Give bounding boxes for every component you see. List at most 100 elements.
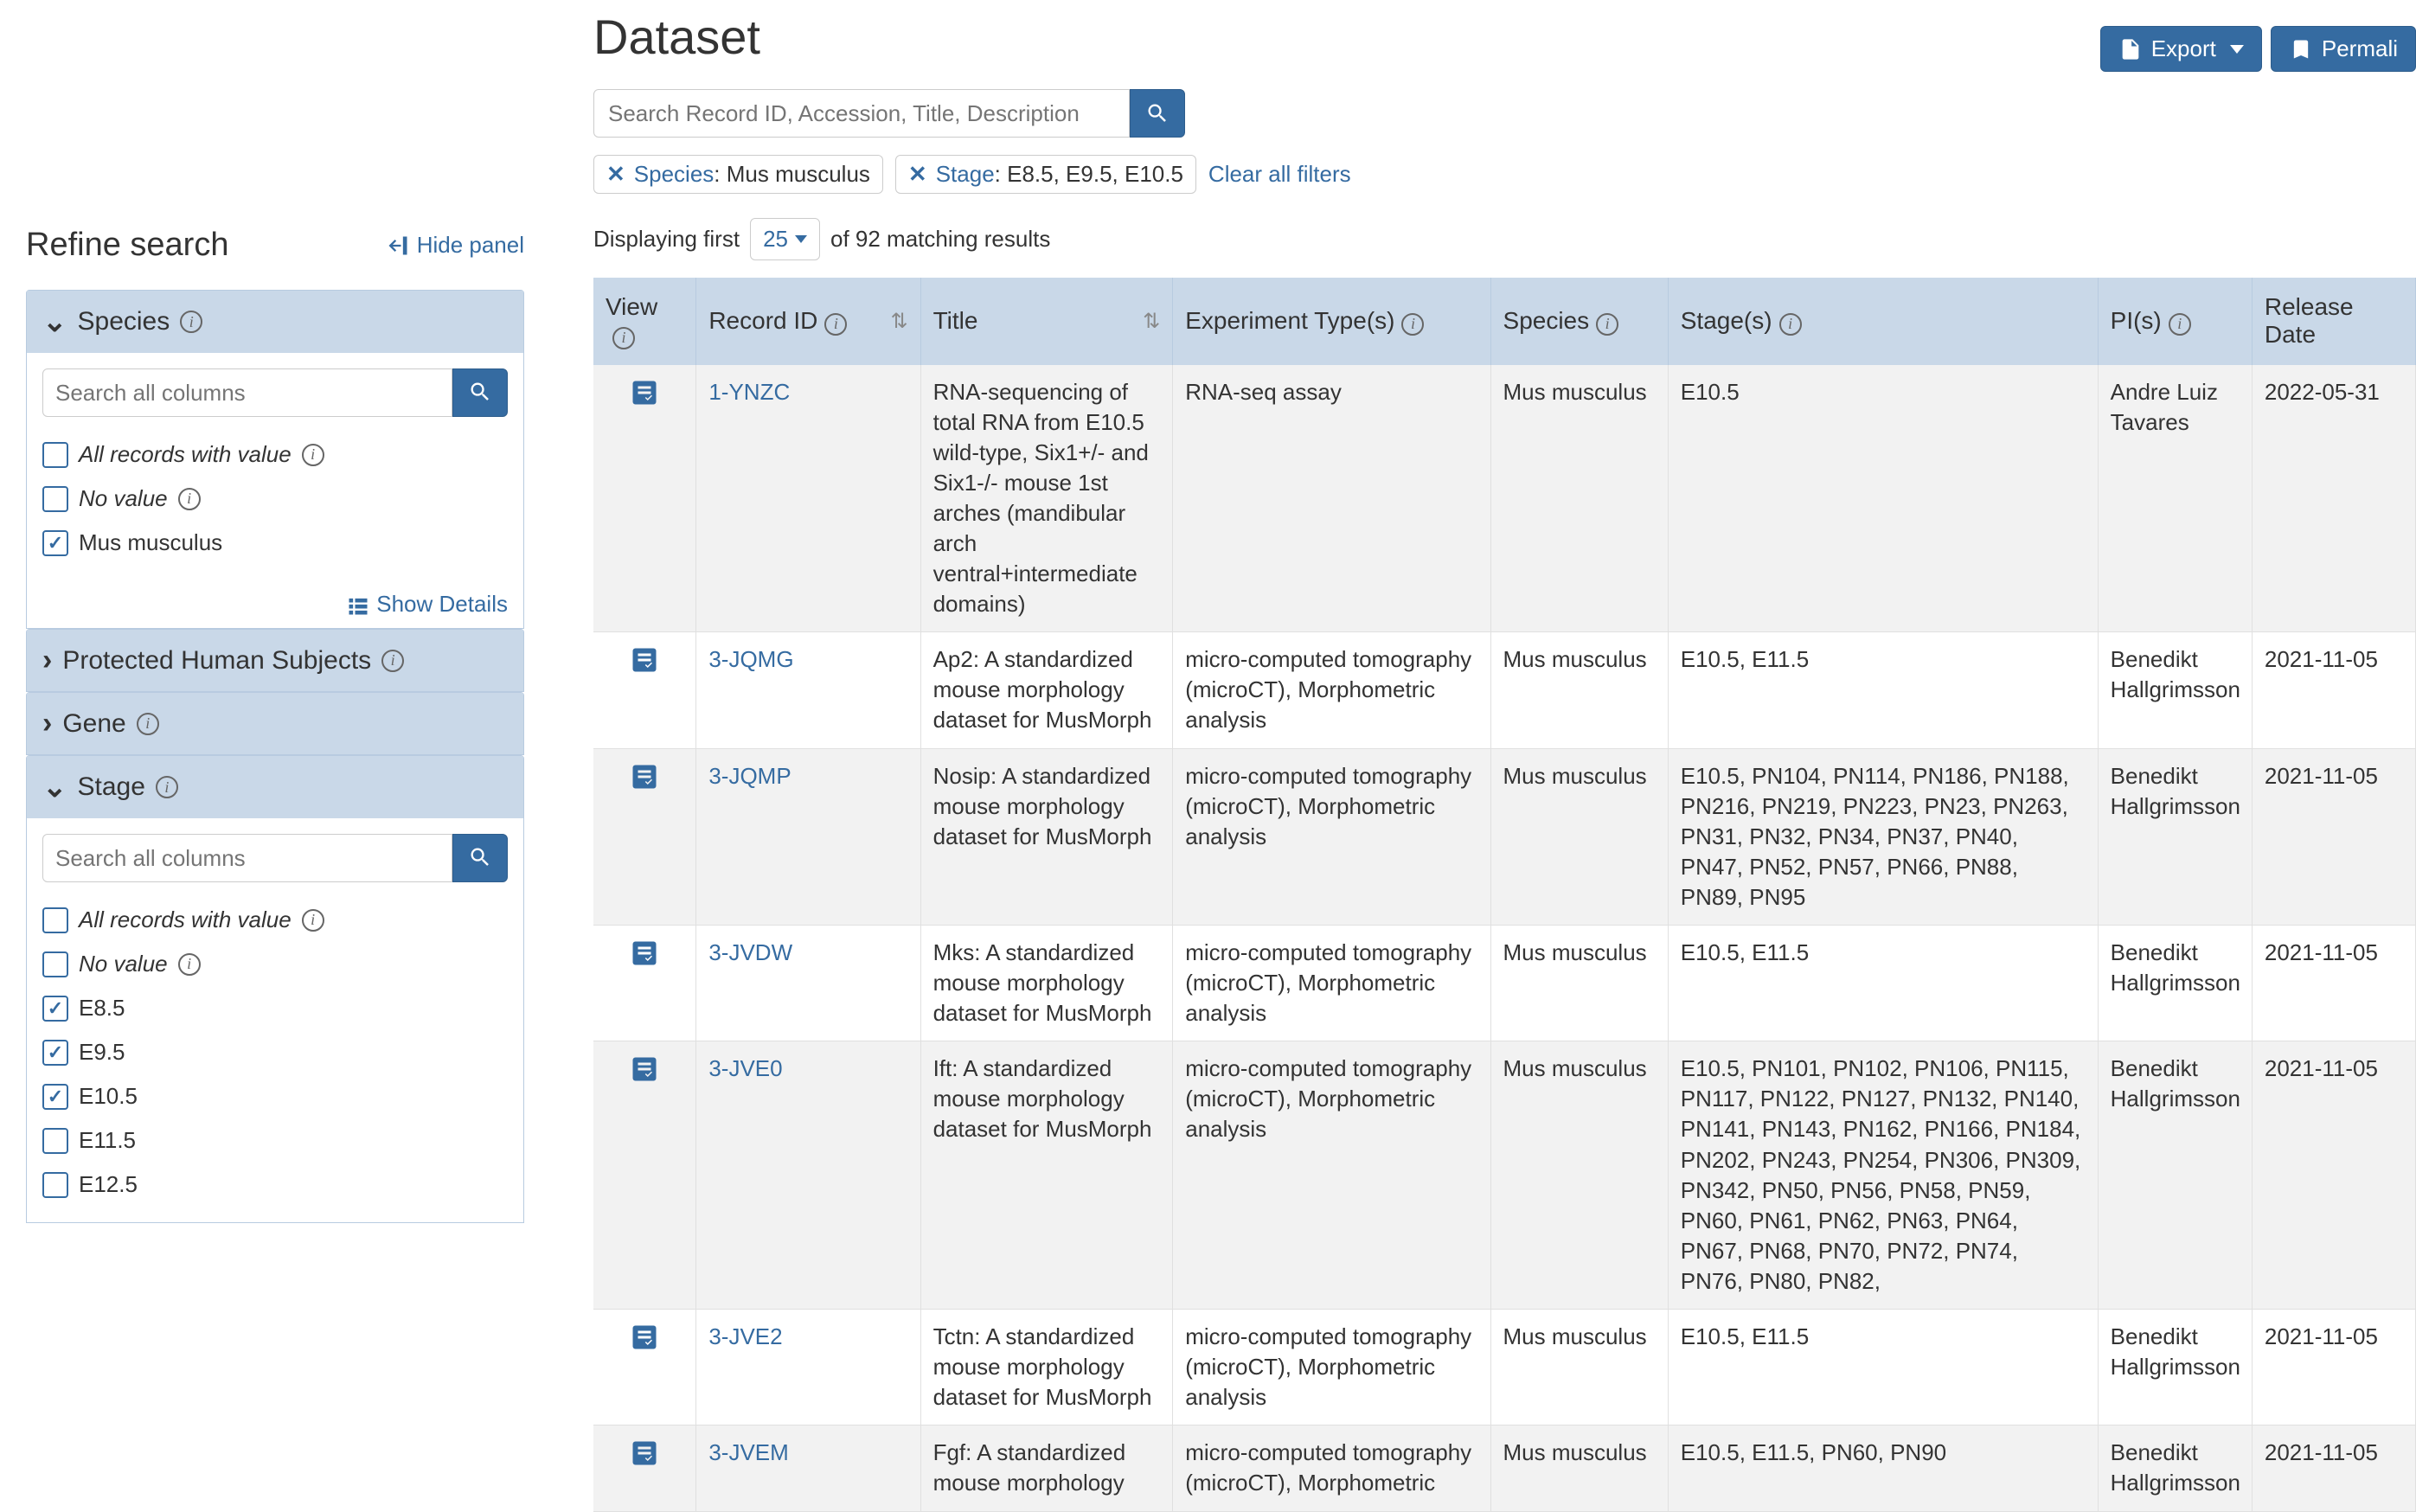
checkbox[interactable] (42, 442, 68, 468)
view-record-button[interactable] (629, 1322, 660, 1353)
cell-species: Mus musculus (1490, 365, 1668, 632)
bookmark-icon (2289, 37, 2313, 61)
facet-item-label: E9.5 (79, 1039, 125, 1066)
column-header[interactable]: Stage(s)i (1668, 278, 2098, 365)
checkbox[interactable] (42, 530, 68, 556)
facet-header[interactable]: ⌄Stagei (27, 756, 523, 818)
checkbox[interactable] (42, 951, 68, 977)
view-record-button[interactable] (629, 644, 660, 676)
facet-search-button[interactable] (452, 368, 508, 417)
clear-all-filters[interactable]: Clear all filters (1208, 161, 1351, 188)
facet-label: Protected Human Subjects (62, 646, 371, 676)
remove-filter-icon[interactable]: ✕ (606, 161, 625, 188)
column-label: Species (1503, 307, 1590, 334)
cell-pi: Benedikt Hallgrimsson (2098, 1041, 2252, 1310)
info-icon[interactable]: i (178, 953, 201, 976)
info-icon[interactable]: i (1596, 313, 1618, 336)
permalink-button[interactable]: Permali (2271, 26, 2416, 72)
column-label: Title (933, 307, 978, 334)
facet-item[interactable]: E11.5 (42, 1118, 508, 1163)
view-icon (629, 644, 660, 676)
sort-icon[interactable]: ⇅ (890, 309, 907, 334)
facet-item[interactable]: No value i (42, 477, 508, 521)
search-button[interactable] (1130, 89, 1185, 138)
remove-filter-icon[interactable]: ✕ (908, 161, 927, 188)
view-record-button[interactable] (629, 761, 660, 792)
search-icon (1145, 101, 1170, 125)
search-input[interactable] (593, 89, 1130, 138)
checkbox[interactable] (42, 1172, 68, 1198)
info-icon[interactable]: i (612, 327, 635, 349)
facet-header[interactable]: ›Genei (27, 693, 523, 754)
info-icon[interactable]: i (824, 313, 847, 336)
view-record-button[interactable] (629, 1438, 660, 1469)
facet-search-input[interactable] (42, 368, 452, 417)
column-header[interactable]: Record ID i ⇅ (696, 278, 920, 365)
hide-panel-button[interactable]: Hide panel (386, 232, 524, 259)
record-id-link[interactable]: 1-YNZC (708, 379, 790, 405)
checkbox[interactable] (42, 996, 68, 1022)
record-id-link[interactable]: 3-JVDW (708, 939, 792, 965)
info-icon[interactable]: i (302, 909, 324, 932)
info-icon[interactable]: i (137, 713, 159, 735)
facet-item[interactable]: E9.5 (42, 1030, 508, 1074)
record-id-link[interactable]: 3-JQMG (708, 646, 793, 672)
info-icon[interactable]: i (180, 311, 202, 333)
record-id-link[interactable]: 3-JQMP (708, 763, 791, 789)
facet-header[interactable]: › Protected Human Subjects i (27, 630, 523, 691)
cell-species: Mus musculus (1490, 1310, 1668, 1426)
info-icon[interactable]: i (2169, 313, 2191, 336)
cell-experiment: micro-computed tomography (microCT), Mor… (1173, 1426, 1490, 1511)
checkbox[interactable] (42, 1084, 68, 1110)
facet-item[interactable]: All records with valuei (42, 898, 508, 942)
record-id-link[interactable]: 3-JVEM (708, 1439, 788, 1465)
info-icon[interactable]: i (156, 776, 178, 798)
facet-item[interactable]: All records with valuei (42, 432, 508, 477)
sort-icon[interactable]: ⇅ (1143, 309, 1160, 334)
info-icon[interactable]: i (178, 488, 201, 510)
table-row: 3-JVE2Tctn: A standardized mouse morphol… (593, 1310, 2416, 1426)
page-size-selector[interactable]: 25 (750, 218, 820, 260)
export-button[interactable]: Export (2100, 26, 2262, 72)
facet-item-label: No value (79, 485, 168, 512)
view-record-button[interactable] (629, 938, 660, 969)
show-details-link[interactable]: Show Details (346, 591, 508, 617)
record-id-link[interactable]: 3-JVE2 (708, 1323, 782, 1349)
page-title: Dataset (593, 9, 760, 65)
cell-title: Ap2: A standardized mouse morphology dat… (920, 632, 1173, 748)
facet-label: Stage (78, 772, 145, 802)
column-label: PI(s) (2111, 307, 2162, 334)
facet-item[interactable]: Mus musculus (42, 521, 508, 565)
checkbox[interactable] (42, 486, 68, 512)
column-label: Record ID (708, 307, 817, 334)
info-icon[interactable]: i (302, 444, 324, 466)
record-id-link[interactable]: 3-JVE0 (708, 1055, 782, 1081)
column-header[interactable]: Title ⇅ (920, 278, 1173, 365)
view-icon (629, 377, 660, 408)
facet-label: Gene (62, 709, 125, 739)
checkbox[interactable] (42, 907, 68, 933)
view-record-button[interactable] (629, 377, 660, 408)
checkbox[interactable] (42, 1040, 68, 1066)
info-icon[interactable]: i (1779, 313, 1802, 336)
info-icon[interactable]: i (1401, 313, 1424, 336)
facet-item[interactable]: No valuei (42, 942, 508, 986)
chevron-right-icon: › (42, 644, 52, 677)
facet-item[interactable]: E12.5 (42, 1163, 508, 1207)
column-header[interactable]: PI(s) i (2098, 278, 2252, 365)
column-header[interactable]: Viewi (593, 278, 696, 365)
facet-search-button[interactable] (452, 834, 508, 882)
facet-header[interactable]: ⌄Speciesi (27, 291, 523, 353)
facet-item[interactable]: E8.5 (42, 986, 508, 1030)
view-icon (629, 1438, 660, 1469)
checkbox[interactable] (42, 1128, 68, 1154)
facet-item[interactable]: E10.5 (42, 1074, 508, 1118)
column-header[interactable]: Experiment Type(s)i (1173, 278, 1490, 365)
column-header[interactable]: Release Date (2252, 278, 2415, 365)
view-record-button[interactable] (629, 1054, 660, 1085)
column-header[interactable]: Species i (1490, 278, 1668, 365)
cell-date: 2021-11-05 (2252, 632, 2415, 748)
facet-search-input[interactable] (42, 834, 452, 882)
cell-title: Fgf: A standardized mouse morphology (920, 1426, 1173, 1511)
info-icon[interactable]: i (381, 650, 404, 672)
